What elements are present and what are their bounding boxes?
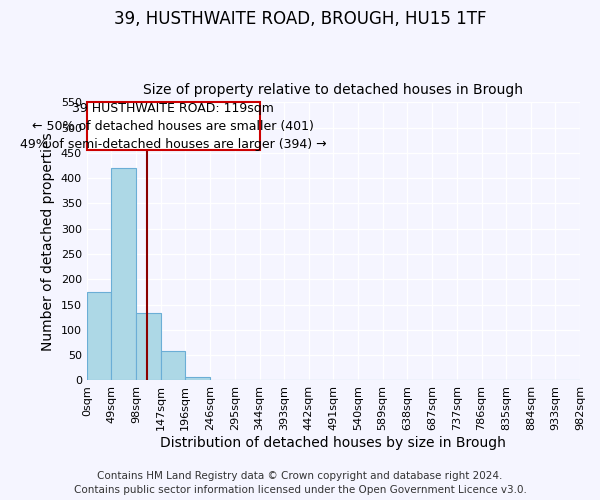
Text: Contains HM Land Registry data © Crown copyright and database right 2024.
Contai: Contains HM Land Registry data © Crown c…: [74, 471, 526, 495]
Title: Size of property relative to detached houses in Brough: Size of property relative to detached ho…: [143, 83, 523, 97]
X-axis label: Distribution of detached houses by size in Brough: Distribution of detached houses by size …: [160, 436, 506, 450]
Text: 39, HUSTHWAITE ROAD, BROUGH, HU15 1TF: 39, HUSTHWAITE ROAD, BROUGH, HU15 1TF: [114, 10, 486, 28]
Bar: [87, 292, 112, 380]
FancyBboxPatch shape: [87, 102, 260, 150]
Bar: [136, 313, 161, 380]
Bar: [185, 377, 211, 380]
Text: 39 HUSTHWAITE ROAD: 119sqm
← 50% of detached houses are smaller (401)
49% of sem: 39 HUSTHWAITE ROAD: 119sqm ← 50% of deta…: [20, 102, 326, 151]
Bar: [161, 351, 185, 380]
Bar: [112, 168, 136, 380]
Y-axis label: Number of detached properties: Number of detached properties: [41, 132, 55, 350]
